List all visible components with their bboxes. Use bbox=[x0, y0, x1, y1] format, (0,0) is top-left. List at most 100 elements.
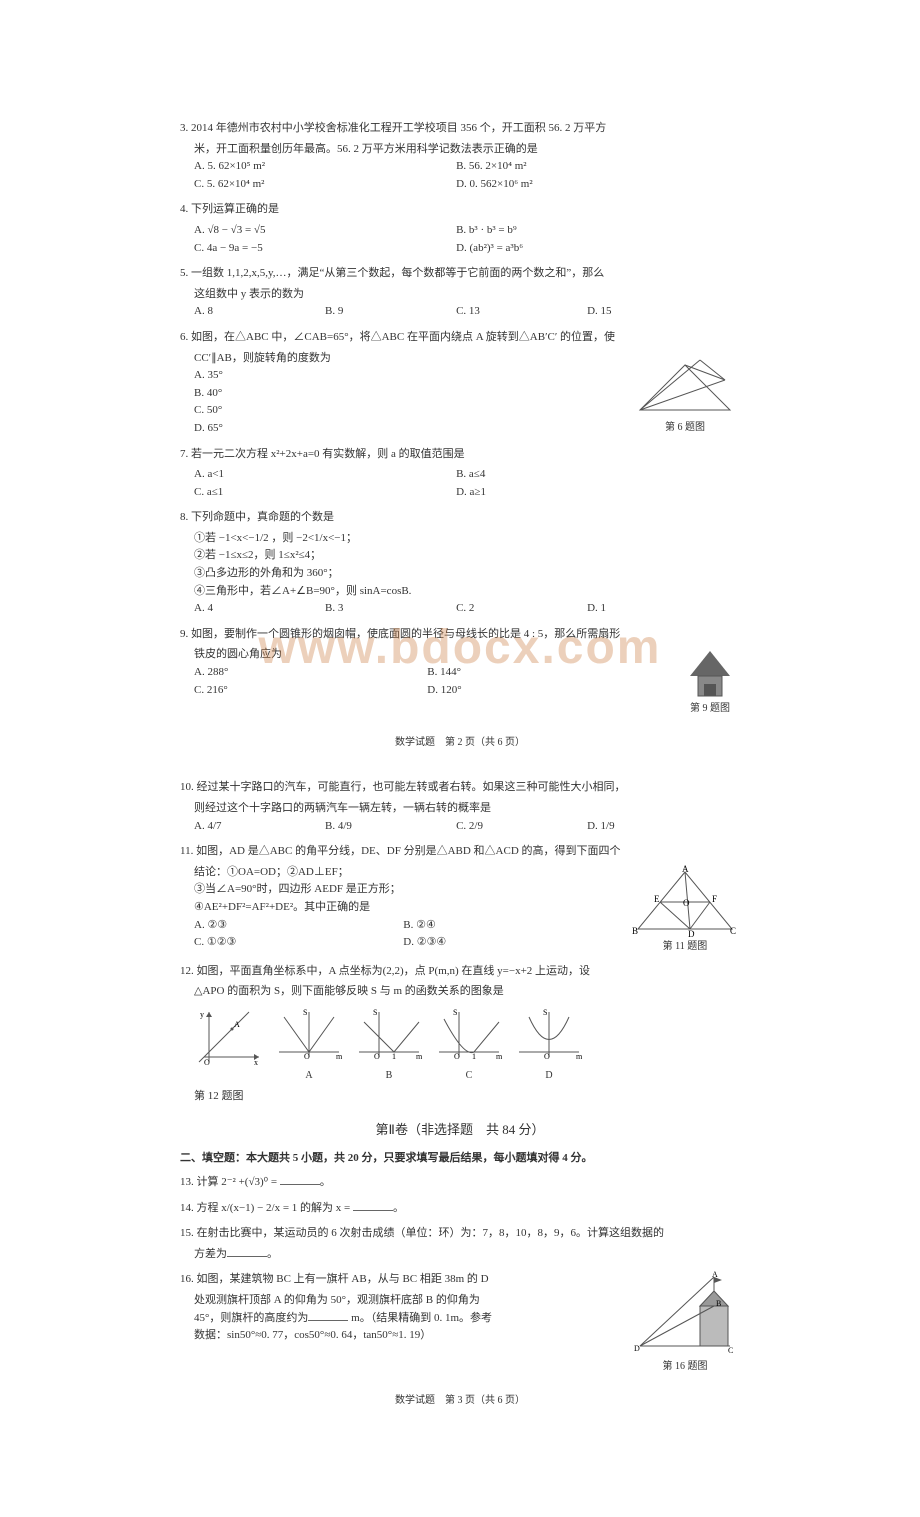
q11-opt-c: C. ①②③ bbox=[194, 934, 403, 952]
q4-text: 4. 下列运算正确的是 bbox=[180, 201, 740, 219]
q4-opt-d: D. (ab²)³ = a³b⁶ bbox=[456, 240, 718, 258]
question-8: 8. 下列命题中，真命题的个数是 ①若 −1<x<−1/2 ，则 −2<1/x<… bbox=[180, 509, 740, 618]
q11-figure: A B C D E F O 第 11 题图 bbox=[630, 864, 740, 955]
svg-text:B: B bbox=[632, 926, 638, 936]
q5-opt-d: D. 15 bbox=[587, 303, 718, 321]
question-10: 10. 经过某十字路口的汽车，可能直行，也可能左转或者右转。如果这三种可能性大小… bbox=[180, 779, 740, 835]
svg-text:C: C bbox=[728, 1346, 733, 1355]
question-3: 3. 2014 年德州市农村中小学校舍标准化工程开工学校项目 356 个，开工面… bbox=[180, 120, 740, 193]
q13-end: 。 bbox=[320, 1176, 331, 1188]
q3-opt-d: D. 0. 562×10⁶ m² bbox=[456, 176, 718, 194]
triangle-rotation-icon bbox=[630, 350, 740, 420]
svg-text:O: O bbox=[304, 1052, 310, 1061]
question-7: 7. 若一元二次方程 x²+2x+a=0 有实数解，则 a 的取值范围是 A. … bbox=[180, 446, 740, 502]
v-graph-icon: m S O bbox=[274, 1007, 344, 1062]
q3-text2: 米，开工面积量创历年最高。56. 2 万平方米用科学记数法表示正确的是 bbox=[194, 141, 740, 159]
question-14: 14. 方程 x/(x−1) − 2/x = 1 的解为 x = 。 bbox=[180, 1200, 740, 1218]
page-footer-1: 数学试题 第 2 页（共 6 页） bbox=[180, 735, 740, 751]
q9-opt-a: A. 288° bbox=[194, 664, 427, 682]
q8-opt-c: C. 2 bbox=[456, 600, 587, 618]
q15-text: 15. 在射击比赛中，某运动员的 6 次射击成绩（单位：环）为：7，8，10，8… bbox=[180, 1225, 740, 1243]
fill-heading: 二、填空题：本大题共 5 小题，共 20 分，只要求填写最后结果，每小题填对得 … bbox=[180, 1150, 740, 1168]
q10-opt-d: D. 1/9 bbox=[587, 818, 718, 836]
q6-opt-a: A. 35° bbox=[194, 367, 630, 385]
q13-text: 13. 计算 2⁻² +(√3)⁰ = bbox=[180, 1176, 280, 1188]
q16-l3: 45°，则旗杆的高度约为 bbox=[194, 1312, 308, 1324]
q11-opt-d: D. ②③④ bbox=[403, 934, 612, 952]
q7-opt-a: A. a<1 bbox=[194, 466, 456, 484]
question-9: 9. 如图，要制作一个圆锥形的烟囱帽，使底面圆的半径与母线长的比是 4 : 5，… bbox=[180, 626, 740, 718]
q10-opt-c: C. 2/9 bbox=[456, 818, 587, 836]
q6-text: 6. 如图，在△ABC 中，∠CAB=65°，将△ABC 在平面内绕点 A 旋转… bbox=[180, 329, 740, 347]
question-13: 13. 计算 2⁻² +(√3)⁰ = 。 bbox=[180, 1174, 740, 1192]
svg-text:O: O bbox=[374, 1052, 380, 1061]
q11-fig-label: 第 11 题图 bbox=[630, 939, 740, 955]
q11-text2: 结论：①OA=OD；②AD⊥EF； bbox=[194, 864, 630, 882]
svg-text:D: D bbox=[688, 929, 695, 939]
svg-text:m: m bbox=[576, 1052, 583, 1061]
q12-label-a: A bbox=[274, 1068, 344, 1084]
q12-text2: △APO 的面积为 S，则下面能够反映 S 与 m 的函数关系的图象是 bbox=[194, 983, 740, 1001]
q16-blank bbox=[308, 1311, 348, 1321]
q12-graph-b: m S O 1 B bbox=[354, 1007, 424, 1084]
svg-text:S: S bbox=[543, 1008, 547, 1017]
q12-graph-c: m S O 1 C bbox=[434, 1007, 504, 1084]
question-15: 15. 在射击比赛中，某运动员的 6 次射击成绩（单位：环）为：7，8，10，8… bbox=[180, 1225, 740, 1263]
page-footer-2: 数学试题 第 3 页（共 6 页） bbox=[180, 1393, 740, 1409]
q15-text2: 方差为 bbox=[194, 1248, 227, 1260]
parabola-icon: m S O bbox=[514, 1007, 584, 1062]
q16-fig-label: 第 16 题图 bbox=[630, 1359, 740, 1375]
q4-opt-b: B. b³ · b³ = b⁹ bbox=[456, 222, 718, 240]
q16-l2: 处观测旗杆顶部 A 的仰角为 50°，观测旗杆底部 B 的仰角为 bbox=[194, 1292, 630, 1310]
q8-s1: ①若 −1<x<−1/2 ，则 −2<1/x<−1； bbox=[194, 530, 740, 548]
q12-label-d: D bbox=[514, 1068, 584, 1084]
question-16: 16. 如图，某建筑物 BC 上有一旗杆 AB，从与 BC 相距 38m 的 D… bbox=[180, 1271, 740, 1375]
svg-text:O: O bbox=[454, 1052, 460, 1061]
q9-opt-b: B. 144° bbox=[427, 664, 660, 682]
q5-text2: 这组数中 y 表示的数为 bbox=[194, 286, 740, 304]
q7-opt-c: C. a≤1 bbox=[194, 484, 456, 502]
svg-text:E: E bbox=[654, 894, 660, 904]
q11-s3: ③当∠A=90°时，四边形 AEDF 是正方形； bbox=[194, 881, 630, 899]
svg-text:A: A bbox=[682, 864, 689, 874]
q5-opt-c: C. 13 bbox=[456, 303, 587, 321]
q8-s4: ④三角形中，若∠A+∠B=90°，则 sinA=cosB. bbox=[194, 583, 740, 601]
svg-text:S: S bbox=[373, 1008, 377, 1017]
svg-text:C: C bbox=[730, 926, 736, 936]
q6-fig-label: 第 6 题图 bbox=[630, 420, 740, 436]
q16-l3b: m。（结果精确到 0. 1m。参考 bbox=[348, 1312, 492, 1324]
q5-opt-b: B. 9 bbox=[325, 303, 456, 321]
q8-opt-b: B. 3 bbox=[325, 600, 456, 618]
q12-text: 12. 如图，平面直角坐标系中，A 点坐标为(2,2)，点 P(m,n) 在直线… bbox=[180, 963, 740, 981]
question-6: 6. 如图，在△ABC 中，∠CAB=65°，将△ABC 在平面内绕点 A 旋转… bbox=[180, 329, 740, 438]
q11-opt-b: B. ②④ bbox=[403, 917, 612, 935]
q12-label-c: C bbox=[434, 1068, 504, 1084]
triangle-bisector-icon: A B C D E F O bbox=[630, 864, 740, 939]
axes-icon: x y O A bbox=[194, 1007, 264, 1069]
svg-text:y: y bbox=[200, 1010, 204, 1019]
section-2-title: 第Ⅱ卷（非选择题 共 84 分） bbox=[180, 1120, 740, 1141]
q9-text: 9. 如图，要制作一个圆锥形的烟囱帽，使底面圆的半径与母线长的比是 4 : 5，… bbox=[180, 626, 740, 644]
svg-text:A: A bbox=[712, 1271, 718, 1279]
question-11: 11. 如图，AD 是△ABC 的角平分线，DE、DF 分别是△ABD 和△AC… bbox=[180, 843, 740, 955]
q10-text2: 则经过这个十字路口的两辆汽车一辆左转，一辆右转的概率是 bbox=[194, 800, 740, 818]
svg-text:D: D bbox=[634, 1344, 640, 1353]
question-12: 12. 如图，平面直角坐标系中，A 点坐标为(2,2)，点 P(m,n) 在直线… bbox=[180, 963, 740, 1106]
q6-text2: CC′∥AB，则旋转角的度数为 bbox=[194, 350, 630, 368]
svg-text:O: O bbox=[544, 1052, 550, 1061]
q7-opt-d: D. a≥1 bbox=[456, 484, 718, 502]
q16-figure: A B D C 第 16 题图 bbox=[630, 1271, 740, 1375]
svg-text:F: F bbox=[712, 894, 717, 904]
q3-opt-a: A. 5. 62×10⁵ m² bbox=[194, 158, 456, 176]
q11-opt-a: A. ②③ bbox=[194, 917, 403, 935]
svg-text:1: 1 bbox=[392, 1052, 396, 1061]
q12-graph-d: m S O D bbox=[514, 1007, 584, 1084]
q4-opt-a: A. √8 − √3 = √5 bbox=[194, 222, 456, 240]
q9-opt-d: D. 120° bbox=[427, 682, 660, 700]
q6-opt-b: B. 40° bbox=[194, 385, 630, 403]
q14-end: 。 bbox=[393, 1202, 404, 1214]
building-flagpole-icon: A B D C bbox=[630, 1271, 740, 1359]
q7-opt-b: B. a≤4 bbox=[456, 466, 718, 484]
q8-s3: ③凸多边形的外角和为 360°； bbox=[194, 565, 740, 583]
q6-figure: 第 6 题图 bbox=[630, 350, 740, 436]
